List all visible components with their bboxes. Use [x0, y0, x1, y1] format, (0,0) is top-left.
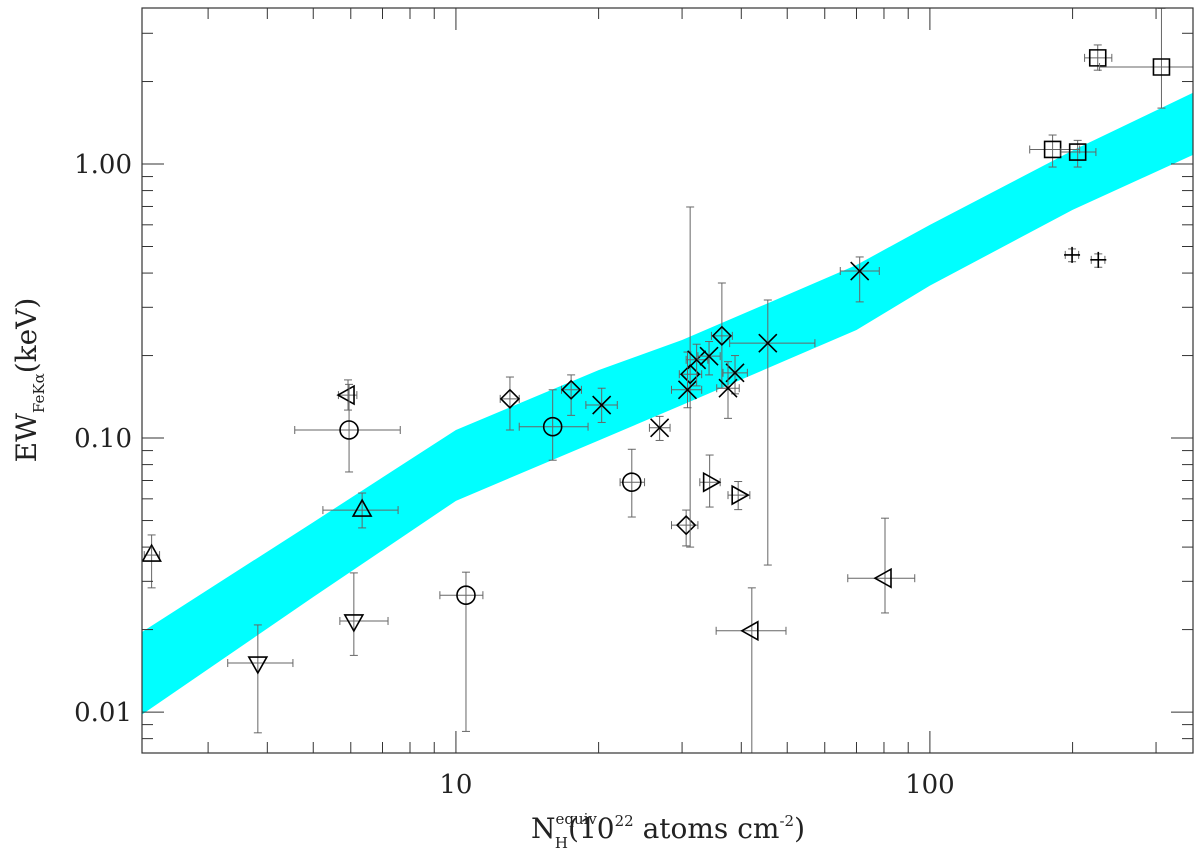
- point-diamond: [499, 388, 521, 409]
- point-triangle-right: [702, 471, 722, 493]
- point-cross: [687, 350, 707, 370]
- model-band: [142, 92, 1193, 715]
- point-cross: [850, 261, 870, 281]
- point-cross: [677, 380, 698, 400]
- x-axis-label: Nequiv H(1022 atoms cm-2): [531, 810, 805, 852]
- point-cross: [592, 395, 612, 415]
- point-triangle-right: [731, 484, 750, 506]
- point-plus: [1090, 251, 1107, 268]
- y-label-part: EW: [10, 413, 43, 462]
- plot-area: [142, 8, 1193, 753]
- point-diamond: [676, 515, 697, 536]
- point-circle: [339, 420, 359, 440]
- y-tick-label: 0.01: [74, 698, 132, 728]
- point-circle: [542, 416, 563, 437]
- point-diamond: [711, 325, 733, 346]
- point-triangle-down: [247, 656, 269, 675]
- point-square: [1152, 58, 1171, 76]
- x-tick-label: 100: [905, 770, 955, 800]
- plot-frame: [141, 7, 1194, 754]
- point-plus: [1064, 246, 1081, 263]
- point-cross: [725, 363, 745, 383]
- x-label-part: N: [531, 812, 556, 845]
- point-triangle-up: [351, 498, 373, 517]
- y-tick-label: 1.00: [74, 150, 132, 180]
- point-cross: [718, 378, 738, 398]
- x-label-part: atoms cm: [634, 812, 780, 845]
- x-label-part: 22: [615, 812, 634, 830]
- x-label-part: -2: [779, 812, 794, 830]
- point-cross: [650, 418, 670, 438]
- point-circle: [456, 585, 476, 605]
- point-cross: [699, 346, 719, 366]
- point-square: [1088, 49, 1107, 67]
- point-triangle-up: [142, 543, 162, 562]
- point-cross: [758, 333, 778, 353]
- x-label-part: H: [555, 834, 568, 852]
- axes: 10 100 0.01 0.10 1.00: [74, 8, 1193, 800]
- y-axis-label: EWFeKα(keV): [10, 298, 48, 463]
- point-diamond: [560, 379, 582, 400]
- point-square: [1043, 140, 1062, 159]
- x-label-part: equiv: [556, 810, 598, 828]
- point-triangle-left: [740, 620, 759, 642]
- x-tick-label: 10: [439, 770, 472, 800]
- y-tick-label: 0.10: [74, 424, 132, 454]
- y-label-part: FeKα: [30, 373, 48, 413]
- y-label-part: (keV): [10, 298, 43, 374]
- x-label-part: (10: [568, 812, 615, 845]
- point-triangle-left: [336, 384, 355, 406]
- x-label-part: ): [794, 812, 805, 845]
- point-circle: [622, 472, 642, 493]
- point-square: [1068, 143, 1087, 161]
- point-triangle-left: [873, 567, 892, 589]
- point-triangle-down: [343, 614, 365, 633]
